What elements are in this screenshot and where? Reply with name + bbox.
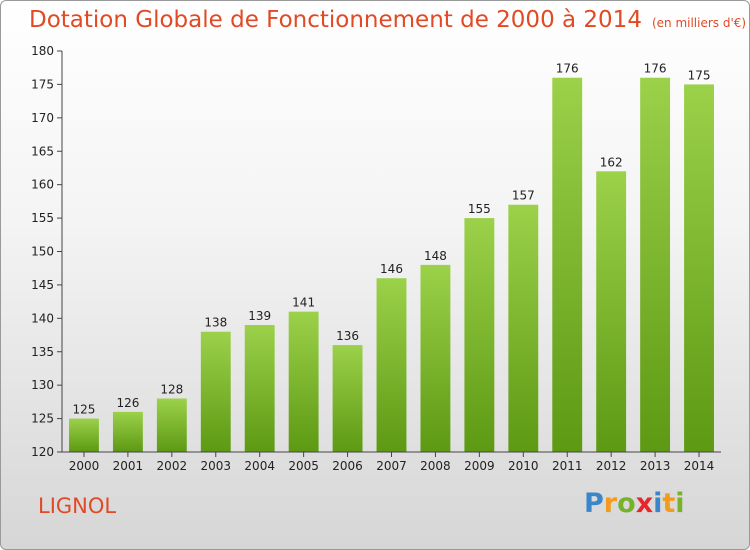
bar bbox=[684, 84, 714, 453]
y-tick-label: 145 bbox=[31, 278, 54, 292]
x-tick-label: 2001 bbox=[113, 459, 144, 473]
logo-letter: x bbox=[635, 488, 654, 519]
bar-value-label: 162 bbox=[600, 155, 623, 169]
y-tick-label: 180 bbox=[31, 44, 54, 58]
bar bbox=[156, 398, 187, 452]
bar-value-label: 157 bbox=[512, 189, 535, 203]
y-tick-label: 175 bbox=[31, 77, 54, 91]
x-tick-label: 2002 bbox=[157, 459, 188, 473]
logo-letter: P bbox=[584, 488, 604, 519]
bar bbox=[508, 204, 539, 452]
bar-value-label: 138 bbox=[204, 316, 227, 330]
x-tick-label: 2011 bbox=[552, 459, 583, 473]
chart-title: Dotation Globale de Fonctionnement de 20… bbox=[29, 7, 746, 33]
chart-subtitle: (en milliers d'€) bbox=[651, 16, 747, 30]
logo-letter: i bbox=[675, 488, 685, 519]
bar-value-label: 176 bbox=[556, 62, 579, 76]
bar-value-label: 146 bbox=[380, 262, 403, 276]
proxiti-logo: Proxiti bbox=[584, 488, 685, 519]
bar bbox=[640, 77, 671, 452]
x-tick-label: 2007 bbox=[376, 459, 407, 473]
x-tick-label: 2000 bbox=[69, 459, 100, 473]
plot-area: 120 125 130 135 140 145 150 155 160 165 170 175 180 1… bbox=[31, 44, 721, 473]
x-tick-label: 2013 bbox=[640, 459, 671, 473]
bar-value-label: 128 bbox=[160, 383, 183, 397]
bar bbox=[596, 171, 627, 453]
y-tick-label: 150 bbox=[31, 245, 54, 259]
logo-letter: i bbox=[653, 488, 663, 519]
bar bbox=[376, 278, 407, 452]
y-tick-label: 130 bbox=[31, 378, 54, 392]
y-tick-label: 155 bbox=[31, 211, 54, 225]
logo-letter: r bbox=[603, 488, 618, 519]
x-tick-label: 2005 bbox=[288, 459, 319, 473]
x-tick-label: 2008 bbox=[420, 459, 451, 473]
bar-value-label: 155 bbox=[468, 202, 491, 216]
x-tick-label: 2010 bbox=[508, 459, 539, 473]
x-tick-label: 2012 bbox=[596, 459, 627, 473]
logo-letter: t bbox=[662, 488, 676, 519]
x-tick-label: 2009 bbox=[464, 459, 495, 473]
bar-value-label: 148 bbox=[424, 249, 447, 263]
y-tick-label: 120 bbox=[31, 445, 54, 459]
bar-value-label: 176 bbox=[644, 62, 667, 76]
bar-value-label: 141 bbox=[292, 296, 315, 310]
logo-letter: o bbox=[617, 488, 636, 519]
chart-title-text: Dotation Globale de Fonctionnement de 20… bbox=[29, 7, 642, 33]
bar-value-label: 175 bbox=[688, 68, 711, 82]
bar-value-label: 125 bbox=[73, 403, 96, 417]
bar-value-label: 139 bbox=[248, 309, 271, 323]
city-name: LIGNOL bbox=[38, 494, 117, 518]
y-tick-label: 170 bbox=[31, 111, 54, 125]
bar bbox=[244, 325, 275, 452]
bar bbox=[464, 218, 495, 452]
y-tick-label: 125 bbox=[31, 412, 54, 426]
x-tick-label: 2003 bbox=[200, 459, 231, 473]
y-tick-label: 140 bbox=[31, 311, 54, 325]
y-tick-label: 160 bbox=[31, 178, 54, 192]
bar-value-label: 136 bbox=[336, 329, 359, 343]
y-tick-label: 135 bbox=[31, 345, 54, 359]
y-tick-label: 165 bbox=[31, 144, 54, 158]
bar bbox=[112, 411, 143, 452]
x-tick-label: 2006 bbox=[332, 459, 363, 473]
x-tick-label: 2004 bbox=[244, 459, 275, 473]
bar bbox=[332, 345, 363, 452]
bar bbox=[288, 311, 319, 452]
bar bbox=[420, 264, 451, 452]
bar-value-label: 126 bbox=[116, 396, 139, 410]
bar bbox=[552, 77, 583, 452]
bar bbox=[200, 331, 231, 452]
bar bbox=[69, 418, 99, 452]
x-tick-label: 2014 bbox=[684, 459, 715, 473]
